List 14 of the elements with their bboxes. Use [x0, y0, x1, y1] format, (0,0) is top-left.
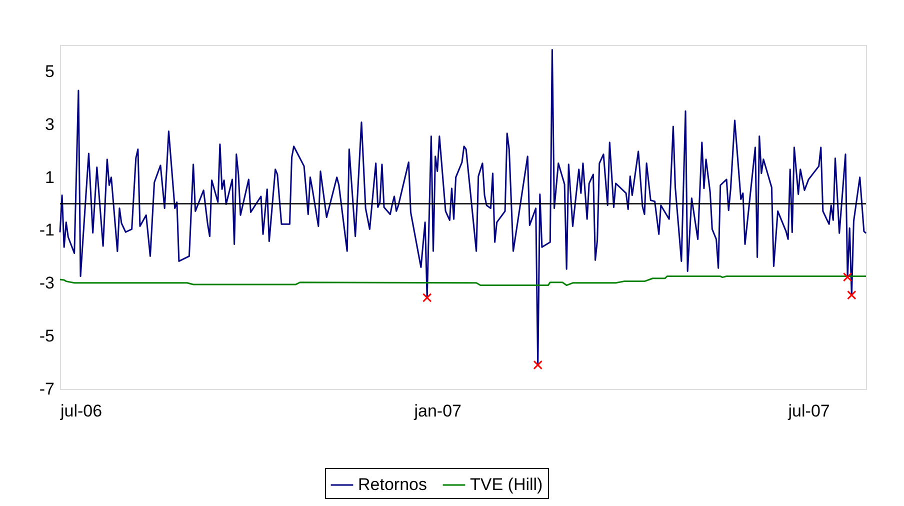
- y-tick-label: -5: [39, 326, 54, 346]
- legend-label: Retornos: [358, 475, 427, 494]
- y-tick-label: 5: [45, 62, 54, 81]
- y-tick-label: 1: [45, 168, 54, 187]
- line-series: [59, 276, 867, 286]
- y-tick-label: -7: [39, 380, 54, 398]
- legend-label: TVE (Hill): [470, 475, 543, 494]
- line-series: [59, 49, 867, 366]
- x-tick-label: jul-07: [787, 402, 830, 420]
- x-tick-label: jan-07: [413, 402, 462, 420]
- y-tick-label: -1: [39, 220, 54, 240]
- x-tick-label: jul-06: [60, 402, 102, 420]
- y-tick-label: 3: [45, 114, 54, 134]
- y-tick-label: -3: [39, 274, 54, 293]
